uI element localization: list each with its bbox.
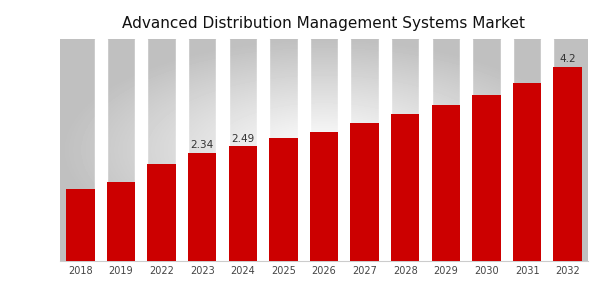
Bar — [176, 39, 188, 261]
Bar — [391, 114, 419, 261]
Bar — [338, 39, 350, 261]
Text: 2.34: 2.34 — [191, 140, 214, 151]
Bar — [553, 67, 582, 261]
Bar — [269, 138, 298, 261]
Bar — [107, 182, 135, 261]
Bar — [472, 94, 500, 261]
Bar — [66, 189, 95, 261]
Bar — [350, 123, 379, 261]
Bar — [541, 39, 553, 261]
Bar — [431, 105, 460, 261]
Bar — [217, 39, 229, 261]
Bar — [148, 164, 176, 261]
Bar — [188, 153, 217, 261]
Bar — [460, 39, 472, 261]
Bar — [310, 131, 338, 261]
Text: 4.2: 4.2 — [559, 54, 576, 64]
Bar — [500, 39, 513, 261]
Bar — [135, 39, 148, 261]
Bar — [379, 39, 391, 261]
Bar — [95, 39, 107, 261]
Bar — [298, 39, 310, 261]
Bar — [419, 39, 431, 261]
Bar — [513, 83, 541, 261]
Bar — [257, 39, 269, 261]
Text: 2.49: 2.49 — [231, 134, 254, 143]
Title: Advanced Distribution Management Systems Market: Advanced Distribution Management Systems… — [122, 16, 526, 31]
Bar — [229, 146, 257, 261]
